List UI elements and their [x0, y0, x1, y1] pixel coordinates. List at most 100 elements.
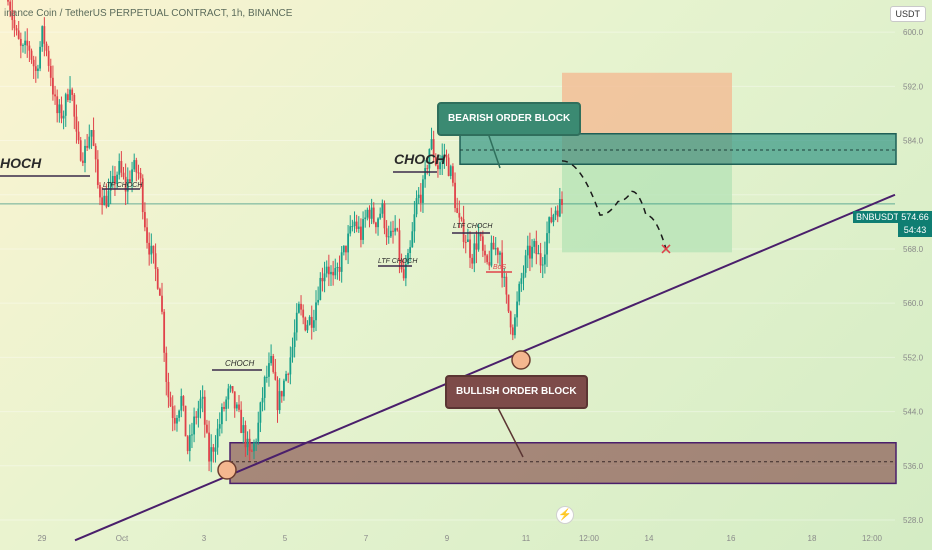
target-x-mark	[661, 244, 671, 254]
candle-body	[347, 233, 350, 253]
candle-body	[434, 157, 437, 166]
candle-body	[496, 248, 499, 255]
bullish-ob-pointer	[496, 405, 524, 458]
ltf-choch-label: LTF CHOCH	[378, 258, 418, 265]
x-axis-tick-label: 7	[364, 534, 369, 543]
candle-body	[531, 246, 533, 259]
x-axis-tick-label: Oct	[116, 534, 129, 543]
candle-body	[417, 194, 420, 199]
candle-body	[169, 397, 172, 407]
projection-path	[561, 160, 667, 250]
bearish-order-block-label[interactable]: BEARISH ORDER BLOCK	[437, 102, 582, 136]
candle-body	[69, 89, 71, 101]
candle-body	[90, 130, 93, 137]
candle-body	[257, 422, 260, 442]
candle-body	[11, 9, 14, 21]
candle-body	[231, 386, 234, 392]
candle-body	[475, 243, 478, 250]
candle-body	[141, 178, 144, 213]
candle-body	[161, 295, 163, 312]
candle-body	[432, 139, 435, 158]
candle-body	[460, 217, 463, 220]
candle-body	[308, 316, 311, 325]
candle-body	[22, 45, 24, 47]
candle-body	[424, 168, 427, 180]
candle-body	[407, 253, 409, 265]
candle-body	[366, 209, 369, 218]
candle-body	[312, 320, 315, 328]
candle-body	[484, 250, 486, 256]
candle-body	[381, 203, 384, 214]
candle-body	[135, 160, 138, 173]
candle-body	[375, 222, 377, 228]
candle-body	[218, 424, 221, 429]
x-axis-tick-label: 12:00	[579, 534, 600, 543]
candle-body	[248, 438, 251, 451]
candle-body	[240, 409, 243, 433]
currency-badge[interactable]: USDT	[889, 6, 926, 22]
candle-body	[26, 40, 29, 46]
candle-body	[99, 184, 101, 198]
candle-body	[490, 242, 493, 266]
candle-body	[499, 252, 501, 255]
candle-body	[37, 68, 39, 71]
candle-body	[15, 28, 18, 31]
y-axis-tick-label: 552.0	[903, 353, 924, 362]
x-axis-tick-label: 9	[445, 534, 450, 543]
candle-body	[225, 399, 228, 409]
candle-body	[73, 94, 76, 117]
candle-body	[541, 264, 544, 266]
candle-body	[537, 253, 540, 255]
candle-body	[385, 228, 388, 238]
candle-body	[524, 255, 527, 273]
y-axis-tick-label: 584.0	[903, 137, 924, 146]
lightning-bolt-icon[interactable]: ⚡	[556, 506, 574, 524]
candle-body	[193, 416, 195, 435]
candle-body	[263, 376, 266, 398]
candle-body	[302, 309, 305, 318]
candle-body	[176, 417, 178, 424]
candle-body	[96, 159, 99, 185]
candle-body	[156, 268, 159, 289]
candle-body	[466, 239, 469, 242]
candle-body	[300, 303, 302, 310]
candle-body	[13, 20, 16, 29]
candle-body	[351, 226, 354, 228]
candle-body	[77, 131, 80, 141]
candle-body	[383, 203, 386, 229]
y-axis-tick-label: 544.0	[903, 408, 924, 417]
x-axis-tick-label: 12:00	[862, 534, 883, 543]
candle-body	[310, 316, 313, 328]
candle-body	[148, 242, 151, 255]
ltf-choch-label: LTF CHOCH	[453, 223, 493, 230]
candle-body	[415, 198, 418, 215]
candle-body	[265, 376, 268, 378]
candle-body	[543, 254, 546, 265]
candle-body	[325, 266, 328, 274]
current-price-label: 574.66 54:43	[898, 211, 932, 237]
candle-body	[413, 214, 416, 232]
candle-body	[143, 212, 146, 228]
candle-body	[39, 46, 41, 69]
y-axis-tick-label: 592.0	[903, 82, 924, 91]
candle-body	[469, 239, 471, 258]
candle-body	[400, 260, 403, 270]
candle-body	[86, 145, 89, 148]
candle-body	[419, 194, 422, 203]
candle-body	[488, 262, 491, 266]
ltf-choch-label: LTF CHOCH	[103, 182, 143, 189]
candle-body	[214, 447, 217, 452]
candle-body	[41, 26, 44, 47]
bullish-order-block-label[interactable]: BULLISH ORDER BLOCK	[445, 375, 588, 409]
candle-body	[426, 168, 429, 170]
candle-body	[398, 230, 401, 261]
ascending-trendline	[74, 193, 896, 542]
candle-body	[539, 253, 542, 266]
candle-body	[295, 312, 298, 333]
candle-body	[103, 195, 106, 206]
candle-body	[129, 179, 131, 182]
candle-body	[49, 65, 52, 78]
candle-body	[336, 266, 339, 269]
symbol-price-label: BNBUSDT.P	[853, 211, 910, 223]
